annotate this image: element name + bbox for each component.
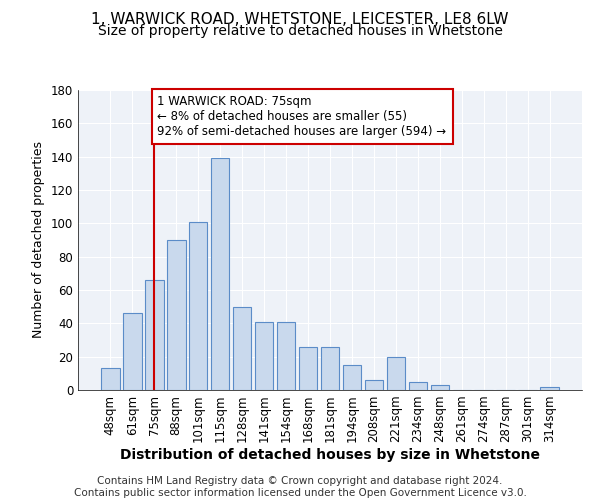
Bar — [541, 386, 559, 390]
Bar — [277, 322, 295, 390]
Y-axis label: Number of detached properties: Number of detached properties — [32, 142, 45, 338]
Bar — [320, 346, 340, 390]
Bar — [233, 306, 251, 390]
Text: Contains public sector information licensed under the Open Government Licence v3: Contains public sector information licen… — [74, 488, 526, 498]
Bar — [101, 368, 119, 390]
Text: Contains HM Land Registry data © Crown copyright and database right 2024.: Contains HM Land Registry data © Crown c… — [97, 476, 503, 486]
Bar — [386, 356, 405, 390]
Bar — [189, 222, 208, 390]
Bar — [365, 380, 383, 390]
X-axis label: Distribution of detached houses by size in Whetstone: Distribution of detached houses by size … — [120, 448, 540, 462]
Bar — [409, 382, 427, 390]
Text: Size of property relative to detached houses in Whetstone: Size of property relative to detached ho… — [98, 24, 502, 38]
Bar — [123, 314, 142, 390]
Text: 1, WARWICK ROAD, WHETSTONE, LEICESTER, LE8 6LW: 1, WARWICK ROAD, WHETSTONE, LEICESTER, L… — [91, 12, 509, 28]
Bar — [343, 365, 361, 390]
Bar — [431, 385, 449, 390]
Bar — [255, 322, 274, 390]
Bar — [167, 240, 185, 390]
Text: 1 WARWICK ROAD: 75sqm
← 8% of detached houses are smaller (55)
92% of semi-detac: 1 WARWICK ROAD: 75sqm ← 8% of detached h… — [157, 95, 446, 138]
Bar — [299, 346, 317, 390]
Bar — [145, 280, 164, 390]
Bar — [211, 158, 229, 390]
